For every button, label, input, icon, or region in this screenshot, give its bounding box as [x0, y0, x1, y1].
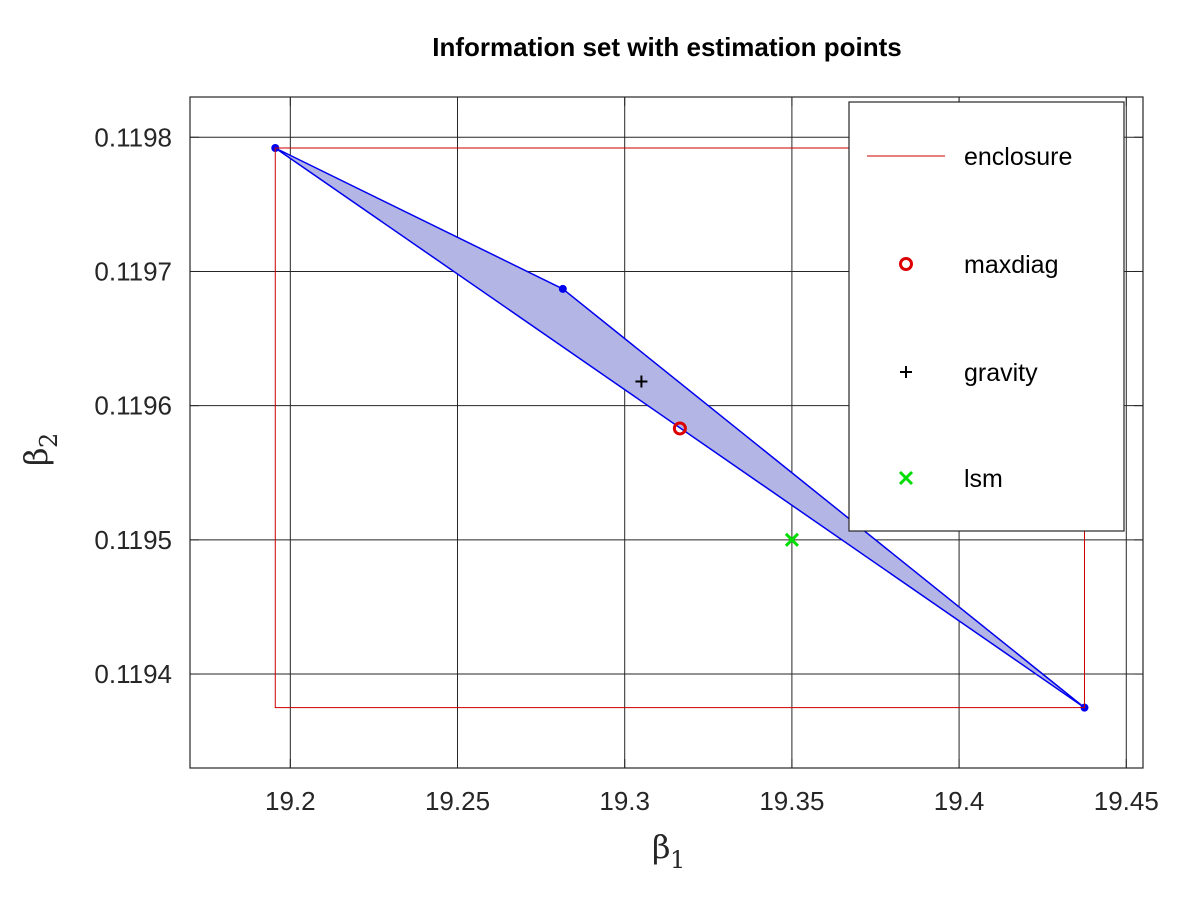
legend-label-gravity: gravity [964, 359, 1038, 387]
x-tick-label: 19.45 [1094, 786, 1159, 816]
polygon-vertex [558, 284, 567, 293]
information-set-polygon [274, 147, 1086, 709]
x-axis-label: β 1 [652, 828, 685, 874]
legend-label-enclosure: enclosure [964, 143, 1072, 171]
y-axis-label-beta: β [17, 448, 55, 467]
y-tick-label: 0.1195 [94, 525, 172, 555]
x-tick-label: 19.35 [759, 786, 824, 816]
estimation-points [635, 375, 799, 547]
lsm-point [784, 532, 799, 547]
chart-title: Information set with estimation points [432, 32, 901, 62]
x-axis-label-subscript: 1 [670, 846, 685, 874]
x-tick-label: 19.4 [934, 786, 985, 816]
legend-box [848, 101, 1125, 532]
x-axis-label-beta: β [652, 828, 671, 866]
y-axis-label: β 2 [17, 433, 63, 466]
legend-label-lsm: lsm [964, 465, 1003, 493]
plot-frame [189, 96, 1144, 769]
y-axis-label-subscript: 2 [35, 433, 63, 448]
y-tick-label: 0.1194 [94, 659, 172, 689]
gravity-point [635, 375, 648, 388]
y-tick-label: 0.1198 [94, 122, 172, 152]
x-tick-label: 19.2 [265, 786, 316, 816]
maxdiag-point [672, 421, 687, 436]
legend-swatch-lsm [898, 470, 914, 486]
legend: enclosure maxdiag gravity lsm [848, 101, 1125, 532]
legend-swatch-gravity [900, 366, 912, 378]
lsm-point-b [784, 532, 799, 547]
ticks: 19.2 19.25 19.3 19.35 19.4 19.45 0.1194 0.1195 0… [94, 97, 1159, 816]
legend-swatch-maxdiag [899, 257, 913, 271]
x-tick-label: 19.3 [599, 786, 650, 816]
x-tick-label: 19.25 [425, 786, 490, 816]
y-tick-label: 0.1196 [94, 391, 172, 421]
legend-label-maxdiag: maxdiag [964, 251, 1059, 279]
y-tick-label: 0.1197 [94, 256, 172, 286]
legend-swatch-lsm-b [898, 470, 914, 486]
